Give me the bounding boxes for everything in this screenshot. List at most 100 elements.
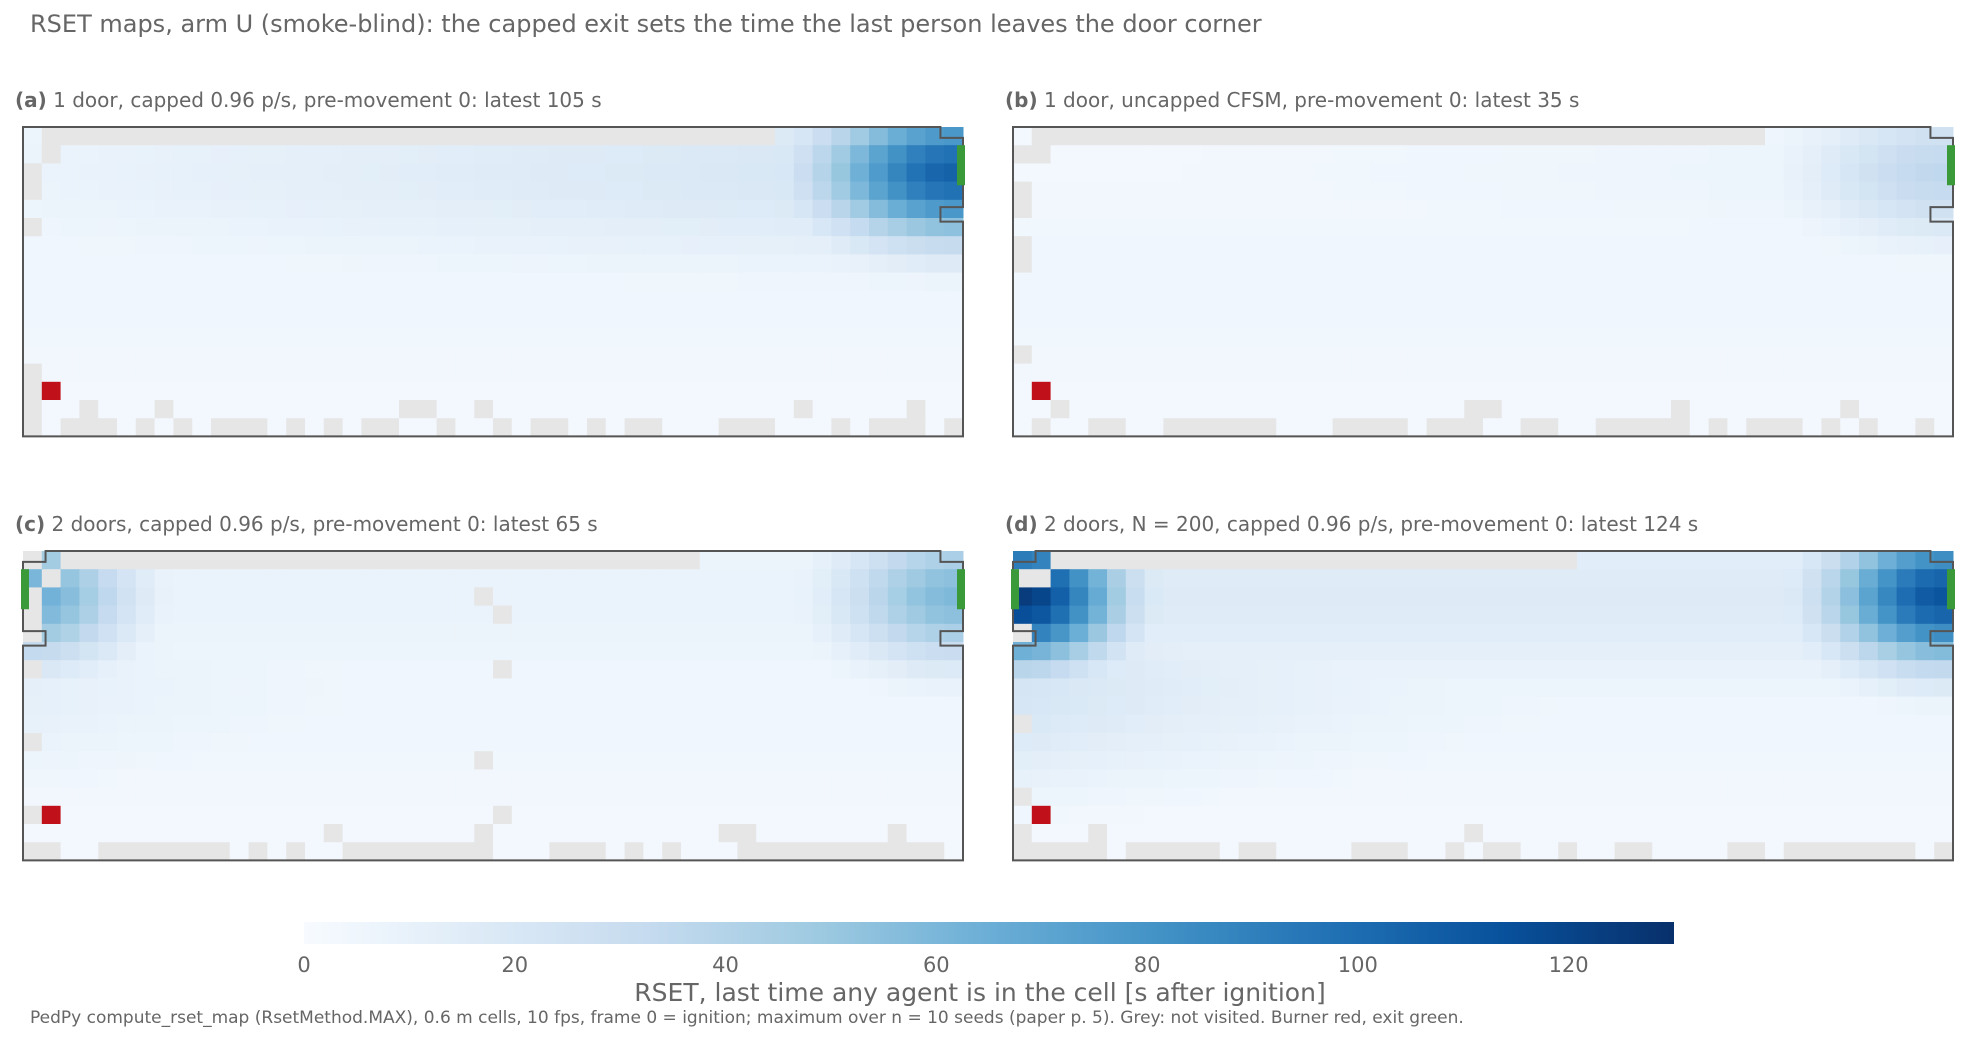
heatmap-cell (1859, 751, 1879, 770)
heatmap-cell (1727, 733, 1747, 752)
heatmap-cell (98, 733, 118, 752)
heatmap-cell (587, 787, 607, 807)
heatmap-cell (1877, 199, 1898, 219)
heatmap-cell (1501, 842, 1522, 861)
heatmap-cell (1107, 696, 1127, 716)
heatmap-cell (1238, 327, 1258, 346)
heatmap-cell (1219, 751, 1240, 770)
heatmap-cell (1520, 327, 1540, 346)
heatmap-cell (493, 623, 513, 643)
heatmap-cell (1633, 236, 1653, 255)
heatmap-cell (1915, 327, 1935, 346)
heatmap-cell (1539, 418, 1559, 437)
heatmap-cell (23, 290, 43, 310)
heatmap-cell (173, 787, 193, 807)
heatmap-cell (1614, 272, 1634, 292)
heatmap-cell (737, 290, 757, 310)
heatmap-cell (1689, 714, 1710, 734)
heatmap-cell (1915, 769, 1935, 789)
heatmap-cell (1351, 623, 1371, 643)
heatmap-cell (775, 272, 795, 292)
heatmap-cell (1013, 309, 1033, 328)
heatmap-cell (436, 218, 456, 237)
heatmap-cell (869, 272, 889, 292)
heatmap-cell (1088, 218, 1108, 237)
heatmap-cell (1840, 769, 1860, 789)
heatmap-cell (211, 418, 231, 437)
heatmap-cell (1915, 199, 1935, 219)
heatmap-cell (1877, 290, 1898, 310)
heatmap-cell (1652, 751, 1672, 770)
heatmap-cell (1313, 551, 1334, 570)
heatmap-cell (1125, 551, 1146, 570)
heatmap-cell (1708, 363, 1728, 383)
heatmap-cell (1595, 218, 1616, 237)
colorbar-tick-label: 100 (1338, 953, 1378, 977)
heatmap-cell (1370, 623, 1390, 643)
heatmap-cell (1276, 400, 1296, 419)
heatmap-cell (23, 199, 43, 219)
heatmap-cell (1163, 199, 1183, 219)
heatmap-cell (41, 678, 62, 698)
heatmap-cell (117, 381, 137, 401)
heatmap-cell (587, 309, 607, 328)
heatmap-cell (1520, 254, 1540, 274)
heatmap-cell (887, 199, 908, 219)
heatmap-cell (699, 678, 720, 698)
heatmap-cell (417, 145, 438, 164)
heatmap-cell (154, 218, 174, 237)
heatmap-cell (1219, 714, 1240, 734)
heatmap-cell (737, 418, 757, 437)
heatmap-cell (662, 363, 682, 383)
heatmap-cell (587, 678, 607, 698)
heatmap-cell (1501, 236, 1522, 255)
heatmap-cell (117, 327, 137, 346)
heatmap-cell (305, 127, 325, 146)
heatmap-cell (530, 733, 550, 752)
heatmap-cell (718, 587, 738, 607)
heatmap-cell (1877, 824, 1898, 843)
heatmap-cell (1031, 824, 1052, 843)
heatmap-cell (211, 290, 231, 310)
heatmap-cell (1332, 769, 1352, 789)
heatmap-cell (850, 163, 870, 183)
heatmap-cell (173, 678, 193, 698)
heatmap-cell (1426, 678, 1446, 698)
heatmap-cell (436, 381, 456, 401)
heatmap-cell (1088, 199, 1108, 219)
heatmap-cell (361, 290, 381, 310)
heatmap-cell (737, 605, 757, 625)
heatmap-cell (605, 769, 626, 789)
heatmap-cell (1802, 714, 1822, 734)
heatmap-cell (1558, 363, 1578, 383)
heatmap-cell (1558, 824, 1578, 843)
heatmap-cell (624, 660, 644, 679)
heatmap-cell (399, 605, 419, 625)
heatmap-cell (1332, 751, 1352, 770)
heatmap-cell (1013, 127, 1033, 146)
heatmap-cell (850, 623, 870, 643)
heatmap-cell (192, 824, 212, 843)
heatmap-cell (775, 551, 795, 570)
heatmap-cell (775, 605, 795, 625)
heatmap-cell (775, 254, 795, 274)
heatmap-cell (530, 551, 550, 570)
heatmap-cell (1144, 272, 1164, 292)
heatmap-cell (229, 751, 250, 770)
heatmap-cell (248, 605, 268, 625)
heatmap-cell (1539, 714, 1559, 734)
heatmap-cell (1802, 272, 1822, 292)
heatmap-cell (323, 181, 344, 201)
heatmap-cell (1539, 824, 1559, 843)
heatmap-cell (305, 309, 325, 328)
heatmap-cell (1558, 696, 1578, 716)
heatmap-cell (399, 569, 419, 588)
heatmap-cell (1426, 623, 1446, 643)
heatmap-cell (135, 309, 156, 328)
heatmap-cell (1219, 181, 1240, 201)
heatmap-cell (1934, 769, 1954, 789)
heatmap-cell (1257, 605, 1277, 625)
heatmap-cell (1821, 345, 1841, 365)
heatmap-cell (1896, 678, 1916, 698)
heatmap-cell (1276, 660, 1296, 679)
